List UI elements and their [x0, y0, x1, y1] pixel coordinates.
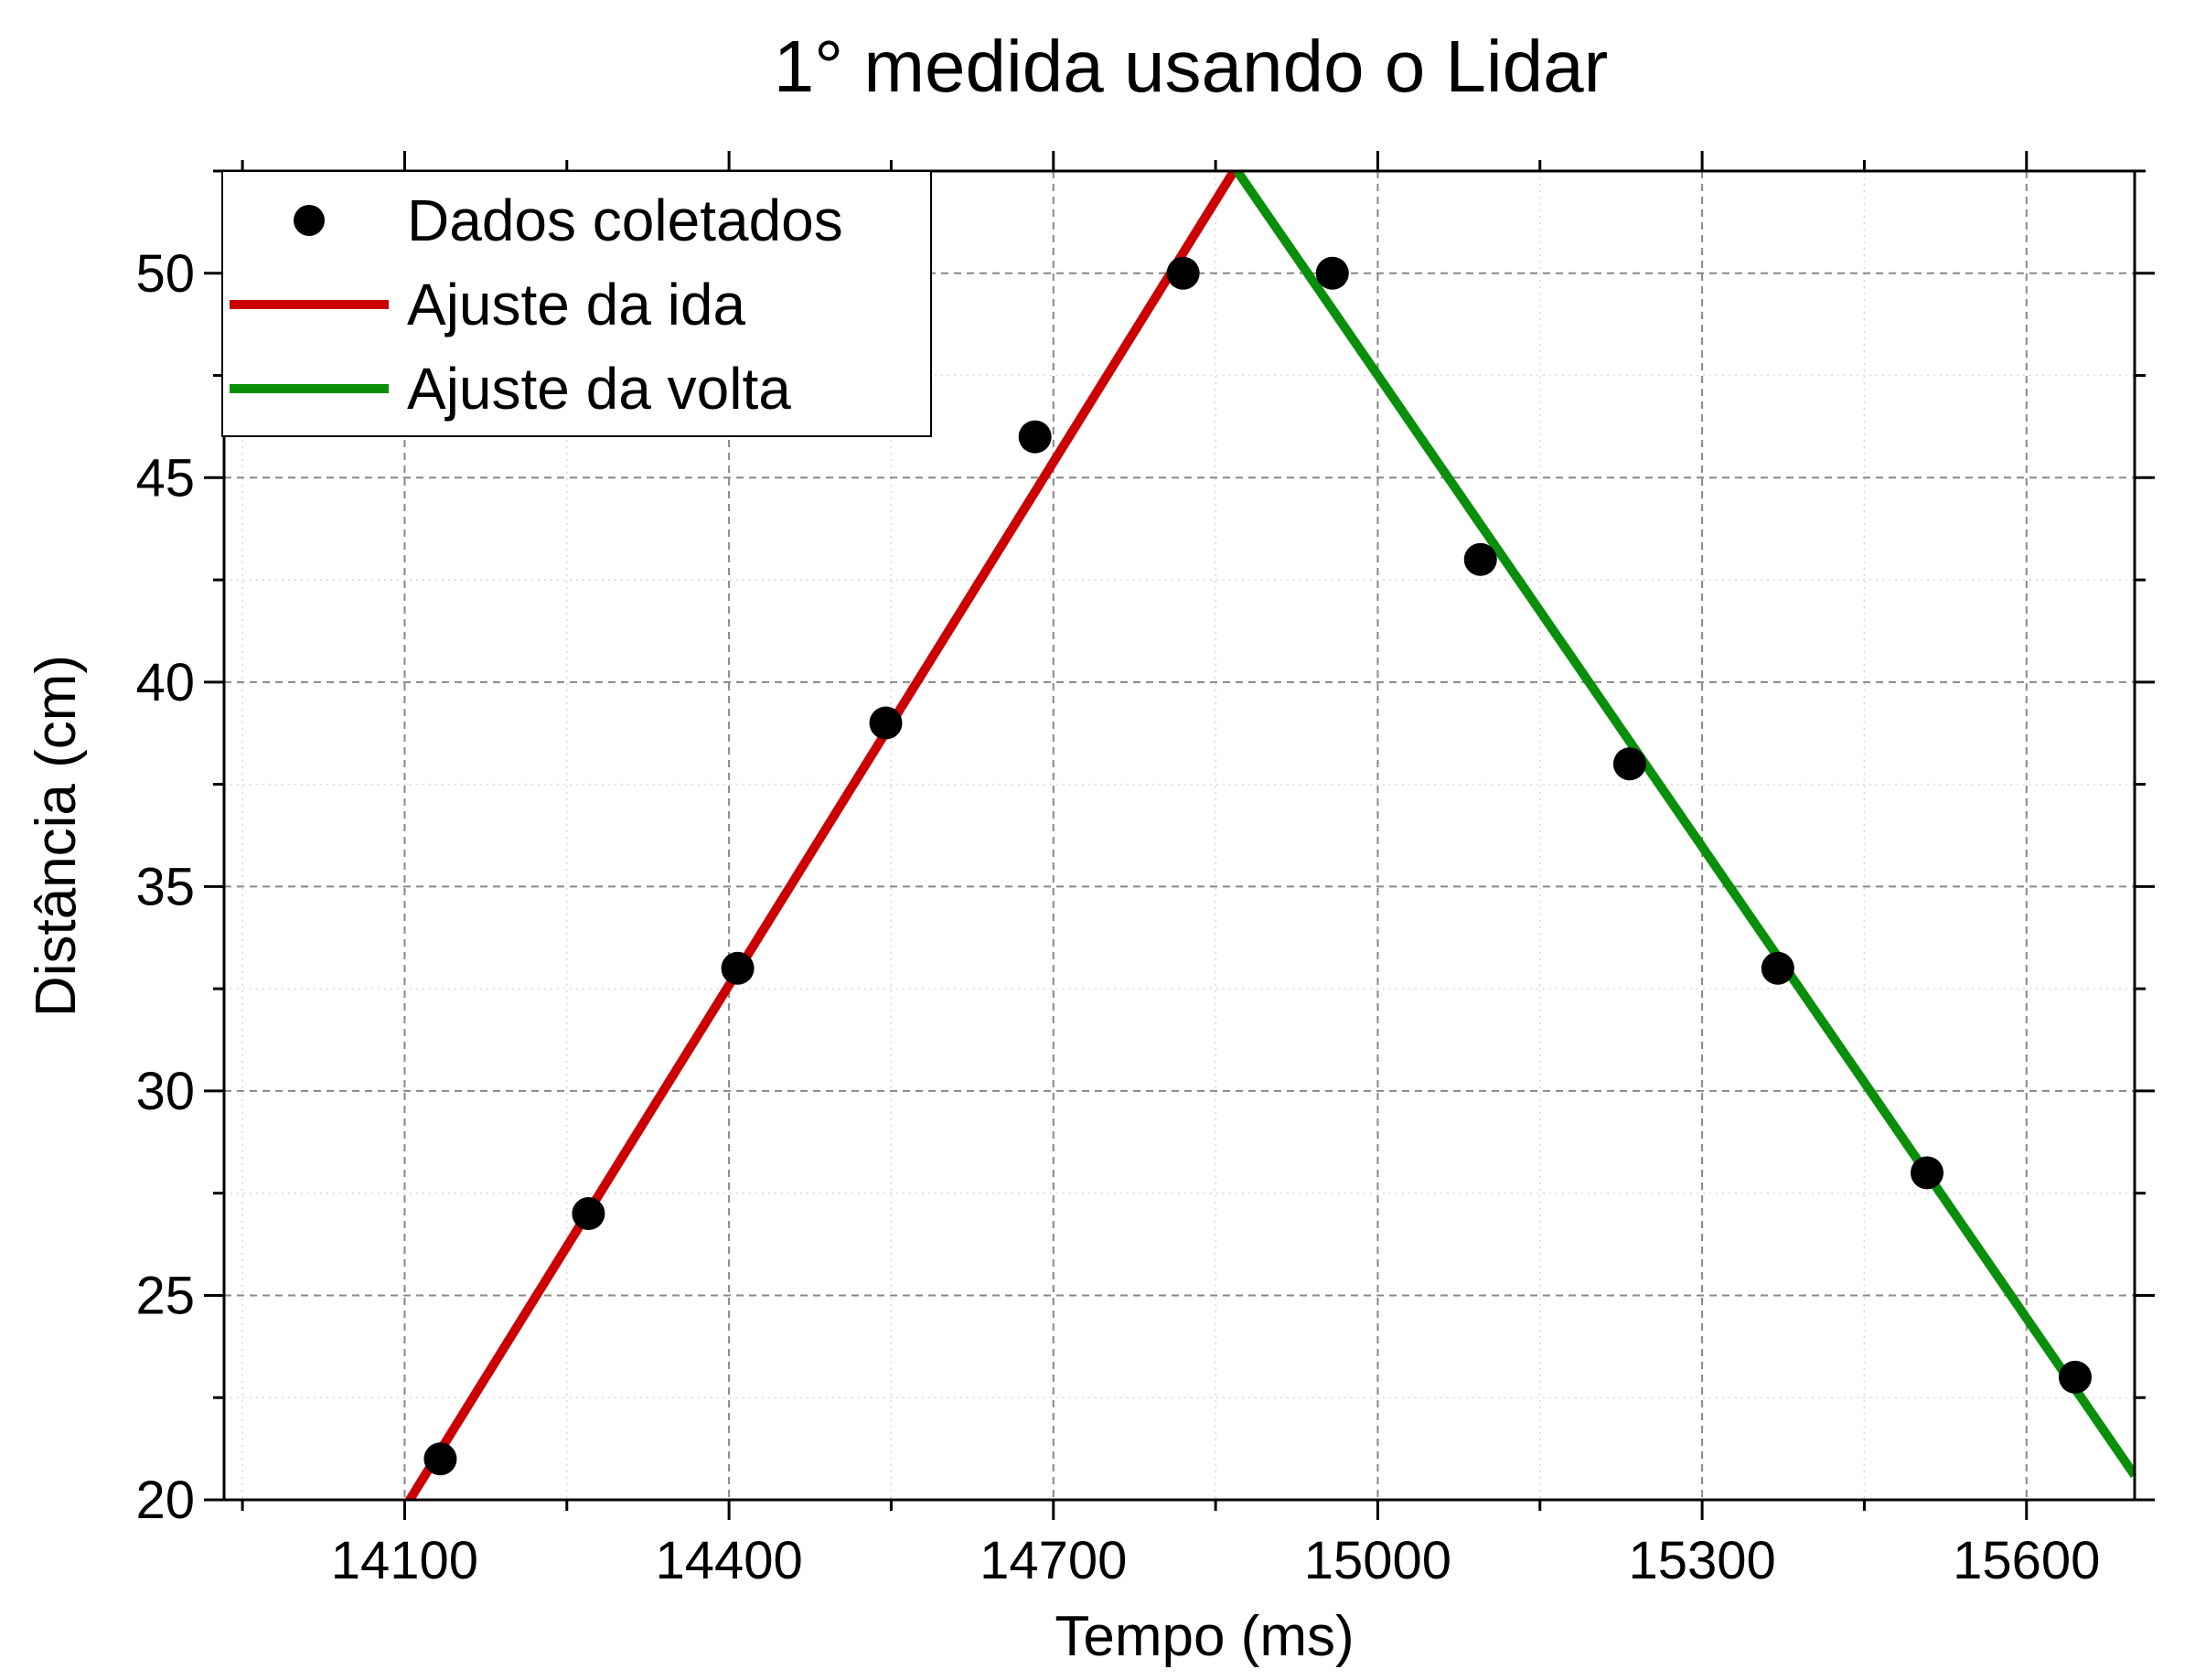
x-tick-label: 14100: [331, 1531, 478, 1590]
x-tick-label: 14400: [655, 1531, 802, 1590]
data-point: [1612, 747, 1646, 781]
legend-label-dados-coletados: Dados coletados: [407, 187, 843, 253]
y-tick-label: 25: [135, 1266, 195, 1325]
y-tick-label: 45: [135, 448, 195, 508]
y-axis-label: Distância (cm): [25, 655, 88, 1017]
x-tick-labels: 14100 14400 14700 15000 15300 15600: [331, 1531, 2101, 1590]
x-tick-label: 15300: [1628, 1531, 1775, 1590]
data-point: [1761, 951, 1794, 985]
data-points: [423, 256, 2092, 1476]
fit-line: [1233, 171, 2135, 1479]
chart-title: 1° medida usando o Lidar: [774, 26, 1609, 107]
data-point: [1463, 542, 1497, 576]
y-tick-label: 50: [135, 244, 195, 304]
legend: Dados coletados Ajuste da ida Ajuste da …: [221, 170, 932, 437]
data-point: [2058, 1360, 2092, 1394]
x-tick-label: 15600: [1953, 1531, 2100, 1590]
data-point: [869, 706, 903, 740]
plot-frame: [222, 169, 2136, 1502]
fit-line: [404, 171, 1238, 1500]
axis-ticks: [204, 151, 2155, 1520]
y-tick-label: 40: [135, 653, 195, 712]
data-point: [572, 1197, 605, 1231]
y-tick-label: 20: [135, 1471, 195, 1530]
x-axis-label: Tempo (ms): [1055, 1605, 1354, 1668]
y-tick-label: 30: [135, 1062, 195, 1121]
data-point: [1911, 1156, 1944, 1190]
grid: [224, 171, 2135, 1500]
data-point: [423, 1442, 457, 1476]
x-tick-label: 15000: [1304, 1531, 1451, 1590]
y-tick-labels: 20 25 30 35 40 45 50: [135, 244, 195, 1530]
x-tick-label: 14700: [980, 1531, 1127, 1590]
legend-label-ajuste-ida: Ajuste da ida: [407, 272, 745, 337]
data-point: [1018, 420, 1052, 454]
data-point: [1315, 256, 1349, 290]
y-tick-label: 35: [135, 857, 195, 916]
data-point: [1166, 256, 1200, 290]
legend-label-ajuste-volta: Ajuste da volta: [407, 356, 791, 422]
fit-lines: [404, 171, 2135, 1500]
legend-marker-dados-coletados: [294, 205, 325, 236]
data-point: [721, 951, 755, 985]
